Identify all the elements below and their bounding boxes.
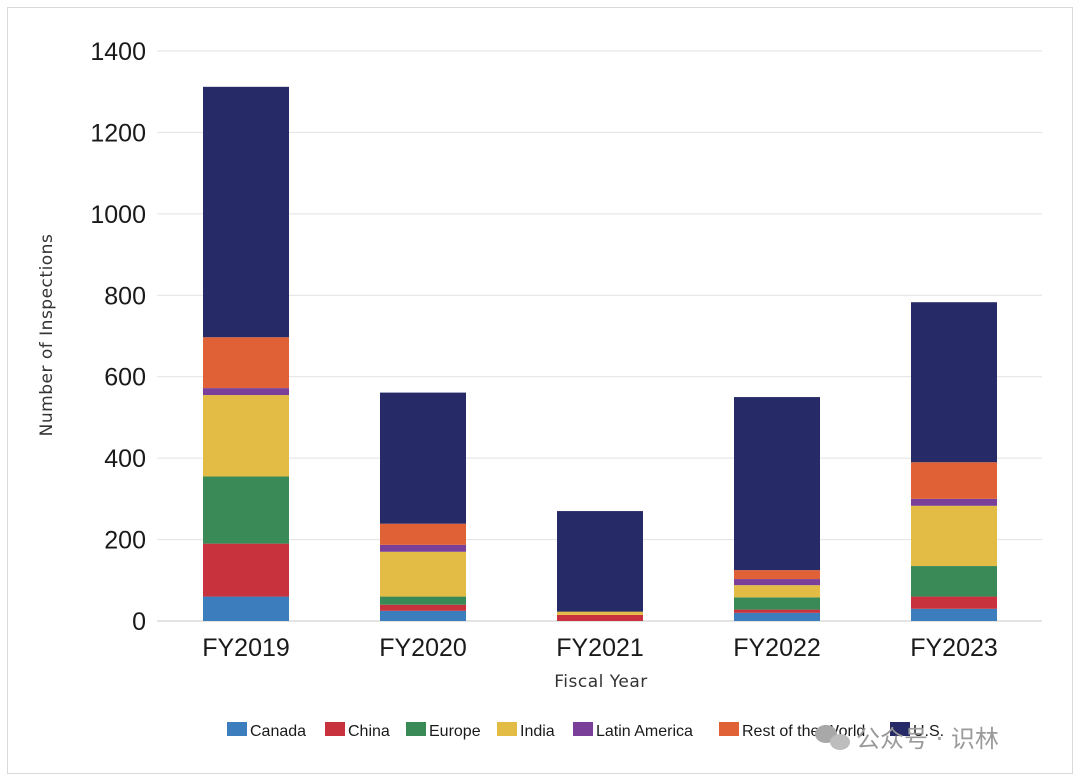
- y-tick-label: 1000: [90, 201, 146, 229]
- bar-segment: [911, 498, 997, 506]
- legend-label: Latin America: [596, 723, 693, 740]
- y-axis-title: Number of Inspections: [37, 234, 57, 437]
- bar-segment: [734, 397, 820, 571]
- legend-swatch: [325, 722, 345, 736]
- bar-segment: [911, 302, 997, 463]
- bar-segment: [734, 609, 820, 613]
- legend-label: Europe: [429, 723, 481, 740]
- legend-label: India: [520, 723, 555, 740]
- legend-swatch: [890, 722, 910, 736]
- bar-segment: [380, 596, 466, 605]
- y-tick-label: 200: [104, 527, 146, 555]
- gridlines: [157, 50, 1042, 622]
- legend-item: China: [325, 722, 390, 740]
- legend-swatch: [497, 722, 517, 736]
- y-tick-label: 800: [104, 282, 146, 310]
- bar-segment: [911, 505, 997, 567]
- wechat-icon: [815, 725, 850, 750]
- chart-frame: [7, 7, 1073, 774]
- bar-segment: [380, 610, 466, 621]
- bar-segment: [911, 596, 997, 609]
- bar-segment: [911, 566, 997, 597]
- bar-segment: [557, 614, 643, 621]
- legend-item: Latin America: [573, 722, 693, 740]
- x-tick-label: FY2021: [556, 634, 644, 662]
- y-tick-label: 1400: [90, 38, 146, 66]
- legend-label: U.S.: [913, 723, 944, 740]
- bar-segment: [203, 388, 289, 396]
- bar-segment: [203, 543, 289, 597]
- y-tick-label: 400: [104, 445, 146, 473]
- y-axis-ticks: 0 200 400 600 800 1000 1200 1400: [90, 38, 146, 636]
- legend-label: Canada: [250, 723, 306, 740]
- bar-segment: [203, 395, 289, 477]
- watermark-text: 公众号 · 识林: [856, 725, 999, 753]
- x-axis-ticks: FY2019 FY2020 FY2021 FY2022 FY2023: [202, 634, 998, 662]
- bar-segment: [557, 511, 643, 612]
- watermark: 公众号 · 识林: [815, 725, 999, 753]
- legend-item: Canada: [227, 722, 306, 740]
- legend-item: Europe: [406, 722, 481, 740]
- x-tick-label: FY2023: [910, 634, 998, 662]
- bar-segment: [911, 608, 997, 621]
- bar-segment: [380, 523, 466, 545]
- x-tick-label: FY2019: [202, 634, 290, 662]
- x-tick-label: FY2020: [379, 634, 467, 662]
- bar-segment: [734, 585, 820, 598]
- bar-segment: [380, 392, 466, 524]
- bar-segment: [203, 476, 289, 544]
- bar-segment: [734, 570, 820, 580]
- legend-item: India: [497, 722, 555, 740]
- y-tick-label: 600: [104, 364, 146, 392]
- bar-segment: [380, 551, 466, 597]
- bars: [203, 86, 997, 621]
- bar-segment: [734, 597, 820, 610]
- legend-item: U.S.: [890, 722, 944, 740]
- legend-label: China: [348, 723, 390, 740]
- bar-segment: [734, 612, 820, 621]
- y-tick-label: 0: [132, 608, 146, 636]
- bar-segment: [734, 579, 820, 586]
- bar-segment: [911, 462, 997, 499]
- bar-segment: [557, 611, 643, 615]
- bar-segment: [203, 86, 289, 338]
- legend-swatch: [227, 722, 247, 736]
- x-tick-label: FY2022: [733, 634, 821, 662]
- x-axis-title: Fiscal Year: [554, 672, 648, 692]
- legend-swatch: [719, 722, 739, 736]
- bar-segment: [380, 544, 466, 552]
- bar-segment: [203, 337, 289, 389]
- legend-swatch: [573, 722, 593, 736]
- legend-swatch: [406, 722, 426, 736]
- bar-segment: [380, 604, 466, 611]
- y-tick-label: 1200: [90, 119, 146, 147]
- bar-segment: [203, 596, 289, 621]
